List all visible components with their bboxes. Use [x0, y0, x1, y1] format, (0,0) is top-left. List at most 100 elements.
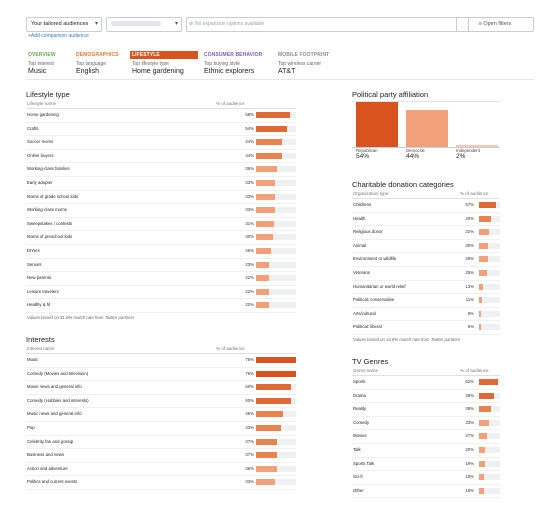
lifestyle-bar — [256, 288, 269, 295]
tv-row-label: Sports Talk — [353, 460, 375, 466]
tab-lifestyle[interactable]: LIFESTYLE Top lifestyle type Home gardenin… — [130, 51, 198, 75]
political-bar-label: Democrat — [406, 148, 425, 153]
tv-row: Drama 49% — [352, 390, 500, 404]
lifestyle-bar-track — [256, 288, 296, 295]
lifestyle-bar — [256, 275, 269, 282]
tv-bar-track — [479, 379, 500, 385]
interests-bar-track — [256, 384, 296, 391]
lifestyle-bar-track — [256, 112, 296, 118]
tv-row: Reality 38% — [352, 403, 500, 417]
charitable-bar-track — [479, 270, 500, 276]
interests-bar — [256, 397, 291, 404]
political-bar-value: 54% — [356, 153, 370, 160]
lifestyle-bar-track — [256, 234, 296, 241]
interests-row-label: Comedy (Hobbies and interests) — [27, 397, 89, 403]
interests-row-label: Business and news — [27, 452, 65, 458]
interests-row-pct: 37% — [245, 452, 254, 458]
lifestyle-bar — [256, 112, 290, 118]
lifestyle-row: Soccer moms 44% — [26, 136, 296, 150]
lifestyle-row-pct: 36% — [245, 166, 254, 172]
interests-row: Movie news and general info 60% — [26, 381, 296, 395]
add-comparison-link[interactable]: +Add comparison audience — [28, 33, 89, 39]
interests-row: Comedy (Hobbies and interests) 60% — [26, 395, 296, 409]
lifestyle-row-pct: 22% — [245, 275, 254, 281]
tv-row-pct: 18% — [465, 487, 474, 493]
interests-row: Comedy (Movies and television) 75% — [26, 368, 296, 382]
lifestyle-row: Healthy & fit 22% — [26, 299, 296, 313]
lifestyle-row-label: Home gardening — [27, 112, 59, 117]
tv-bar — [479, 487, 485, 494]
interests-bar-track — [256, 425, 296, 431]
open-filters-button[interactable]: ≡ Open filters — [456, 17, 534, 32]
tv-bar — [479, 392, 494, 399]
charitable-bar-track — [479, 324, 500, 331]
audience-select[interactable]: Your tailored audiences ▾ — [26, 17, 102, 32]
expansion-placeholder: No expansion options available — [195, 21, 265, 27]
charitable-row-label: Childrens — [353, 202, 372, 207]
tv-row: Movies 27% — [352, 430, 500, 444]
charitable-row: Childrens 57% — [352, 199, 500, 213]
tab-overview[interactable]: OVERVIEW Top interest Music — [26, 51, 94, 75]
interests-bar — [256, 411, 283, 418]
charitable-bar — [479, 215, 492, 222]
interests-row-label: Pop — [27, 425, 35, 430]
lifestyle-row-pct: 54% — [245, 125, 254, 131]
lifestyle-row: Online buyers 44% — [26, 150, 296, 164]
interests-row-label: Music — [27, 357, 39, 362]
lifestyle-bar — [256, 193, 276, 200]
political-header-line — [352, 101, 500, 102]
lifestyle-row-label: New parents — [27, 275, 52, 281]
political-bar-independent — [456, 145, 498, 147]
audience-name-select[interactable]: ▾ — [106, 17, 182, 32]
charitable-row-pct: 11% — [465, 297, 474, 303]
interests-row-pct: 75% — [245, 370, 254, 376]
charitable-row: Arts/cultural 8% — [352, 308, 500, 322]
charitable-bar — [479, 297, 483, 304]
political-bar-label: Independent — [456, 148, 480, 153]
charitable-row: Animal 30% — [352, 240, 500, 254]
tabs-divider — [26, 79, 534, 80]
lifestyle-bar — [256, 152, 282, 159]
charitable-bar — [479, 242, 489, 249]
charitable-header-line — [352, 198, 500, 199]
lifestyle-bar — [256, 302, 269, 309]
charitable-bar-track — [479, 202, 500, 208]
tv-row-pct: 62% — [465, 379, 474, 384]
tab-value: AT&T — [278, 68, 296, 75]
charitable-bar-track — [479, 297, 500, 304]
tv-col-pct: % of audience — [460, 368, 489, 373]
tab-mobile-footprint[interactable]: MOBILE FOOTPRINT Top wireless carrier AT&T — [276, 51, 344, 75]
lifestyle-bar-track — [256, 275, 296, 282]
tab-header: OVERVIEW — [28, 52, 56, 58]
interests-row: Business and news 37% — [26, 449, 296, 463]
tv-bar-track — [479, 406, 500, 413]
tv-row-pct: 33% — [465, 419, 474, 425]
interests-row-pct: 43% — [245, 425, 254, 430]
chevron-down-icon: ▾ — [174, 21, 178, 27]
tab-sublabel: Top interest — [28, 61, 54, 67]
interests-bar-track — [256, 411, 296, 418]
interests-bar — [256, 452, 278, 459]
lifestyle-bar-track — [256, 302, 296, 309]
lifestyle-row-label: Healthy & fit — [27, 302, 51, 308]
expansion-input[interactable]: ⊘ No expansion options available — [186, 17, 469, 32]
lifestyle-row-pct: 30% — [245, 234, 254, 240]
interests-header-line — [26, 353, 296, 354]
charitable-row-label: Health — [353, 215, 366, 221]
interests-bar — [256, 479, 276, 486]
tv-row: Other 18% — [352, 485, 500, 499]
charitable-bar — [479, 256, 488, 263]
interests-bar-track — [256, 479, 296, 486]
interests-bar-track — [256, 370, 296, 377]
tv-row-label: Comedy — [353, 419, 370, 425]
tab-demographics[interactable]: DEMOGRAPHICS Top language English — [74, 51, 142, 75]
lifestyle-bar — [256, 139, 282, 146]
tv-col-name: Genre name — [353, 368, 379, 373]
tv-row-label: Other — [353, 487, 364, 493]
tv-row-pct: 38% — [465, 406, 474, 412]
political-bar-democrat — [406, 110, 448, 147]
tab-consumer-behavior[interactable]: CONSUMER BEHAVIOR Top buying style Ethnic … — [202, 51, 270, 75]
charitable-bar — [479, 283, 483, 290]
political-axis — [352, 147, 500, 148]
tv-bar — [479, 406, 491, 413]
